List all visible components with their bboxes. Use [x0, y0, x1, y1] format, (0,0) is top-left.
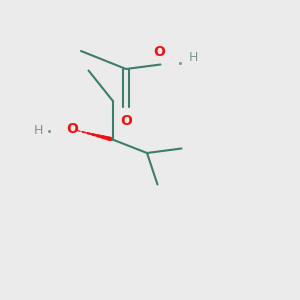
Text: O: O — [153, 45, 165, 59]
Text: H: H — [189, 51, 198, 64]
Text: O: O — [120, 114, 132, 128]
Text: O: O — [66, 122, 78, 136]
Text: H: H — [34, 124, 44, 137]
